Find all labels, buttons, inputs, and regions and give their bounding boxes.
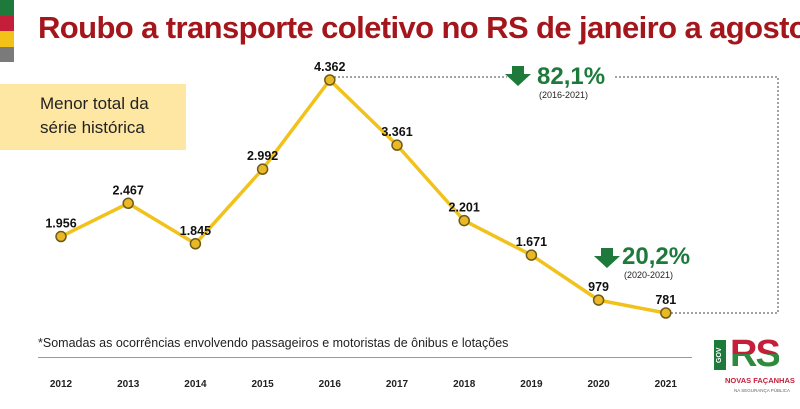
value-label-2021: 781 [655, 293, 676, 307]
down-arrow-icon [505, 66, 531, 86]
logo-tagline: NOVAS FAÇANHAS [725, 376, 795, 385]
chart-title: Roubo a transporte coletivo no RS de jan… [38, 10, 800, 45]
callout-line-2: série histórica [40, 118, 145, 137]
footnote: *Somadas as ocorrências envolvendo passa… [38, 336, 509, 350]
annotation-year-period: (2020-2021) [624, 270, 673, 280]
x-tick-2014: 2014 [184, 379, 207, 390]
flag-gray [0, 46, 14, 62]
value-labels: 1.956 2.467 1.845 2.992 4.362 3.361 2.201 1.671… [45, 60, 676, 307]
axis-rule [38, 357, 692, 358]
data-point-2020 [592, 294, 605, 306]
value-label-2018: 2.201 [449, 201, 480, 215]
data-point-2012 [55, 230, 67, 243]
data-point-2014 [189, 238, 202, 250]
callout-line-1: Menor total da [40, 94, 149, 113]
value-label-2017: 3.361 [381, 125, 412, 139]
logo-subtagline: NA SEGURANÇA PÚBLICA [734, 388, 791, 393]
value-label-2019: 1.671 [516, 235, 547, 249]
side-guide-line [615, 76, 779, 314]
x-tick-2017: 2017 [386, 379, 409, 390]
x-tick-2013: 2013 [117, 379, 140, 390]
data-point-2019 [525, 249, 538, 261]
value-label-2012: 1.956 [45, 217, 76, 231]
x-tick-2021: 2021 [655, 379, 678, 390]
data-points [55, 74, 672, 319]
annotation-total-period: (2016-2021) [539, 90, 588, 100]
data-point-2018 [458, 214, 470, 227]
value-label-2013: 2.467 [113, 183, 144, 197]
data-point-2016 [324, 74, 336, 86]
rs-government-logo: GOV RS NOVAS FAÇANHAS NA SEGURANÇA PÚBLI… [714, 334, 795, 406]
logo-rs-mark: RS [730, 333, 781, 375]
annotation-total-drop: 82,1% (2016-2021) [505, 63, 605, 100]
data-point-2017 [391, 139, 403, 151]
logo-gov-tag: GOV [714, 340, 726, 370]
data-point-2013 [122, 197, 134, 210]
x-tick-2019: 2019 [520, 379, 543, 390]
flag-green [0, 0, 14, 16]
flag-stripe [0, 0, 14, 62]
data-point-2021 [660, 307, 672, 319]
down-arrow-icon [594, 248, 620, 268]
x-tick-2020: 2020 [587, 379, 610, 390]
x-tick-2012: 2012 [50, 379, 73, 390]
flag-yellow [0, 31, 14, 47]
value-label-2015: 2.992 [247, 149, 278, 163]
value-label-2016: 4.362 [314, 60, 345, 74]
annotation-year-drop: 20,2% (2020-2021) [594, 243, 690, 280]
data-point-2015 [256, 163, 269, 175]
x-tick-2016: 2016 [319, 379, 342, 390]
value-label-2014: 1.845 [180, 224, 211, 238]
x-axis-ticks: 2012 2013 2014 2015 2016 2017 2018 2019 2020 2021 [50, 379, 677, 390]
x-tick-2018: 2018 [453, 379, 476, 390]
value-label-2020: 979 [588, 280, 609, 294]
flag-red [0, 15, 14, 31]
series-line [59, 78, 668, 315]
annotation-total-percent: 82,1% [537, 63, 605, 90]
annotation-year-percent: 20,2% [622, 243, 690, 270]
lowest-total-callout: Menor total da série histórica [0, 84, 186, 150]
x-tick-2015: 2015 [251, 379, 274, 390]
